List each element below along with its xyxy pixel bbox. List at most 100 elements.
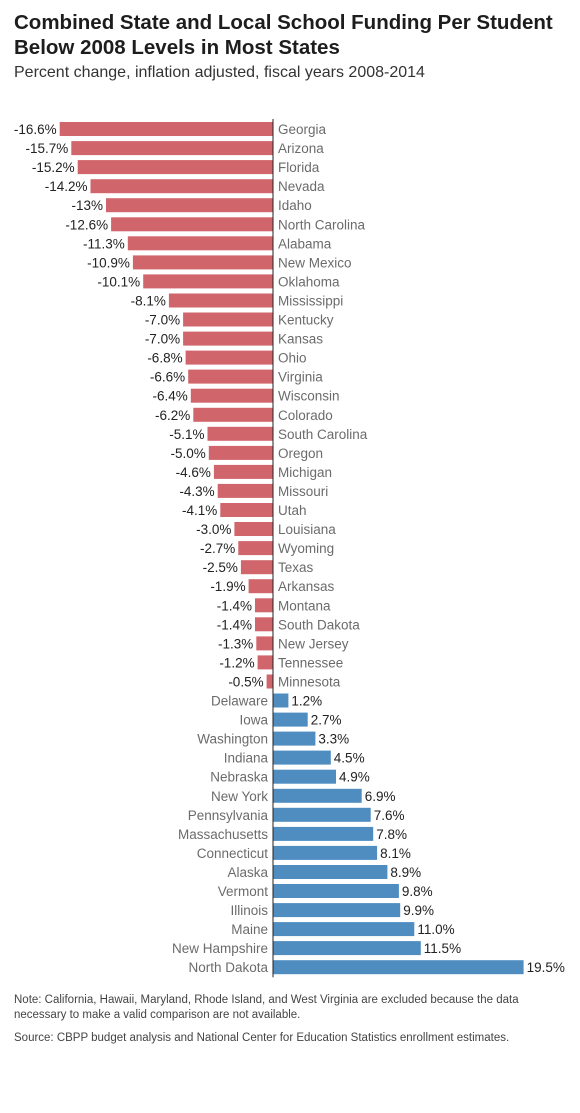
value-label: -1.4% [217, 598, 252, 613]
bar-utah [220, 503, 273, 517]
bar-south-dakota [255, 617, 273, 632]
bar-alaska [273, 865, 388, 879]
category-label: Massachusetts [178, 827, 268, 842]
bar-ohio [185, 350, 273, 365]
bar-georgia [59, 122, 274, 136]
bar-kansas [183, 331, 274, 346]
category-label: Connecticut [197, 846, 269, 861]
category-label: Pennsylvania [188, 808, 269, 823]
bar-virginia [188, 369, 273, 384]
value-label: -15.2% [32, 160, 75, 175]
footnote: Note: California, Hawaii, Maryland, Rhod… [14, 994, 519, 1021]
value-label: -10.1% [97, 274, 140, 289]
bar-nevada [90, 179, 273, 194]
bar-vermont [273, 884, 399, 898]
category-label: Kentucky [278, 313, 334, 328]
bar-washington [273, 731, 316, 746]
value-label: -14.2% [45, 179, 88, 194]
value-label: -13% [71, 198, 103, 213]
value-label: -4.1% [182, 503, 217, 518]
bar-new-jersey [256, 636, 273, 651]
bar-massachusetts [273, 826, 374, 841]
chart-title: Combined State and Local School Funding … [14, 11, 553, 59]
bar-louisiana [234, 522, 273, 536]
bar-texas [240, 560, 273, 575]
bar-missouri [217, 483, 273, 498]
category-label: Wisconsin [278, 389, 340, 404]
bar-montana [255, 598, 273, 613]
value-label: 8.9% [390, 865, 421, 880]
bar-tennessee [257, 655, 273, 670]
value-label: -1.4% [217, 617, 252, 632]
category-label: Iowa [239, 713, 268, 728]
category-label: Illinois [230, 903, 268, 918]
category-label: North Dakota [188, 960, 268, 975]
value-label: -15.7% [26, 141, 69, 156]
bar-nebraska [273, 769, 336, 784]
category-label: Arizona [278, 141, 324, 156]
value-label: -16.6% [14, 122, 57, 137]
value-label: -7.0% [145, 313, 180, 328]
value-label: -8.1% [131, 294, 166, 309]
bar-iowa [273, 712, 308, 727]
value-label: -2.7% [200, 541, 235, 556]
bar-oklahoma [143, 274, 273, 289]
value-label: -4.6% [176, 465, 211, 480]
category-label: Nebraska [210, 770, 268, 785]
bar-florida [77, 160, 273, 175]
value-label: -7.0% [145, 332, 180, 347]
source-note: Source: CBPP budget analysis and Nationa… [14, 1032, 510, 1044]
bar-delaware [273, 693, 289, 708]
category-label: North Carolina [278, 217, 366, 232]
category-label: Vermont [218, 884, 269, 899]
category-label: Indiana [224, 751, 269, 766]
value-label: 6.9% [365, 789, 396, 804]
value-label: 11.0% [417, 922, 454, 937]
category-label: New Mexico [278, 255, 352, 270]
bar-idaho [106, 198, 273, 213]
category-label: Missouri [278, 484, 328, 499]
category-label: Louisiana [278, 522, 336, 537]
value-label: -6.6% [150, 370, 185, 385]
category-label: Idaho [278, 198, 312, 213]
bar-kentucky [183, 312, 274, 327]
category-label: Tennessee [278, 655, 343, 670]
value-label: 7.6% [374, 808, 405, 823]
bar-north-carolina [111, 217, 273, 232]
category-label: Montana [278, 598, 331, 613]
value-label: 7.8% [376, 827, 407, 842]
value-label: 1.2% [291, 694, 322, 709]
value-label: 9.8% [402, 884, 433, 899]
value-label: -1.9% [210, 579, 245, 594]
bar-mississippi [168, 293, 273, 308]
value-label: -6.8% [147, 351, 182, 366]
category-label: South Dakota [278, 617, 360, 632]
category-label: Wyoming [278, 541, 334, 556]
category-label: Minnesota [278, 675, 341, 690]
value-label: 4.5% [334, 751, 365, 766]
category-label: Ohio [278, 351, 307, 366]
category-label: New Hampshire [172, 941, 268, 956]
category-label: Oregon [278, 446, 323, 461]
bar-new-hampshire [273, 941, 421, 956]
value-label: -10.9% [87, 255, 130, 270]
bar-michigan [213, 464, 273, 479]
bar-wisconsin [190, 388, 273, 403]
category-label: Arkansas [278, 579, 335, 594]
bar-new-york [273, 788, 362, 803]
category-label: South Carolina [278, 427, 368, 442]
category-label: Oklahoma [278, 274, 340, 289]
bar-indiana [273, 750, 331, 765]
category-label: Kansas [278, 332, 323, 347]
bar-north-dakota [273, 960, 524, 975]
bar-alabama [127, 236, 273, 251]
value-label: 19.5% [527, 960, 565, 975]
bar-oregon [208, 445, 274, 460]
bar-new-mexico [132, 255, 273, 270]
value-label: 3.3% [318, 732, 349, 747]
value-label: -2.5% [203, 560, 238, 575]
bar-connecticut [273, 845, 378, 860]
chart-subtitle: Percent change, inflation adjusted, fisc… [14, 64, 425, 81]
value-label: 9.9% [403, 903, 434, 918]
value-label: -11.3% [83, 236, 125, 251]
